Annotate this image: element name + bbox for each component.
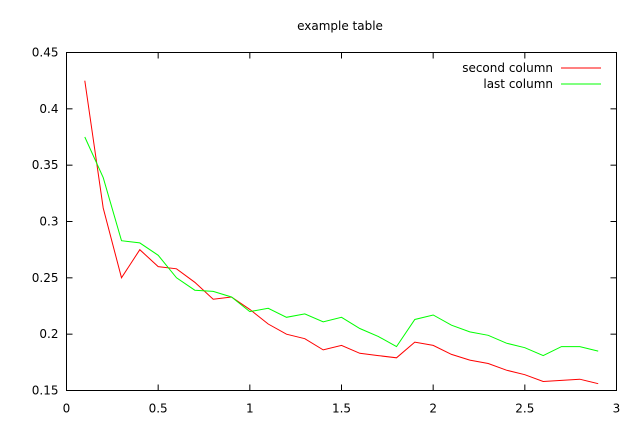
- series-line-2: [84, 136, 599, 357]
- y-axis: 0.15 0.2 0.25 0.3 0.35 0.4 0.45: [32, 46, 617, 398]
- x-tick-label: 0.5: [149, 402, 168, 416]
- x-tick-label: 0: [63, 402, 71, 416]
- legend: second column last column: [462, 61, 601, 91]
- x-tick-label: 3: [613, 402, 621, 416]
- legend-label-2: last column: [483, 77, 553, 91]
- x-tick-label: 1: [246, 402, 254, 416]
- legend-label-1: second column: [462, 61, 553, 75]
- x-tick-label: 2: [429, 402, 437, 416]
- y-tick-label: 0.4: [39, 102, 58, 116]
- y-tick-label: 0.2: [39, 327, 58, 341]
- series-line-1: [84, 80, 599, 385]
- y-tick-label: 0.15: [32, 384, 59, 398]
- y-tick-label: 0.35: [32, 158, 59, 172]
- y-tick-label: 0.3: [39, 215, 58, 229]
- x-tick-label: 1.5: [332, 402, 351, 416]
- series-layer: [84, 80, 599, 385]
- x-tick-label: 2.5: [515, 402, 534, 416]
- plot-area: [66, 52, 617, 391]
- x-axis: 0 0.5 1 1.5 2 2.5 3: [63, 52, 621, 416]
- y-tick-label: 0.45: [32, 46, 59, 60]
- chart-title: example table: [297, 19, 383, 33]
- y-tick-label: 0.25: [32, 271, 59, 285]
